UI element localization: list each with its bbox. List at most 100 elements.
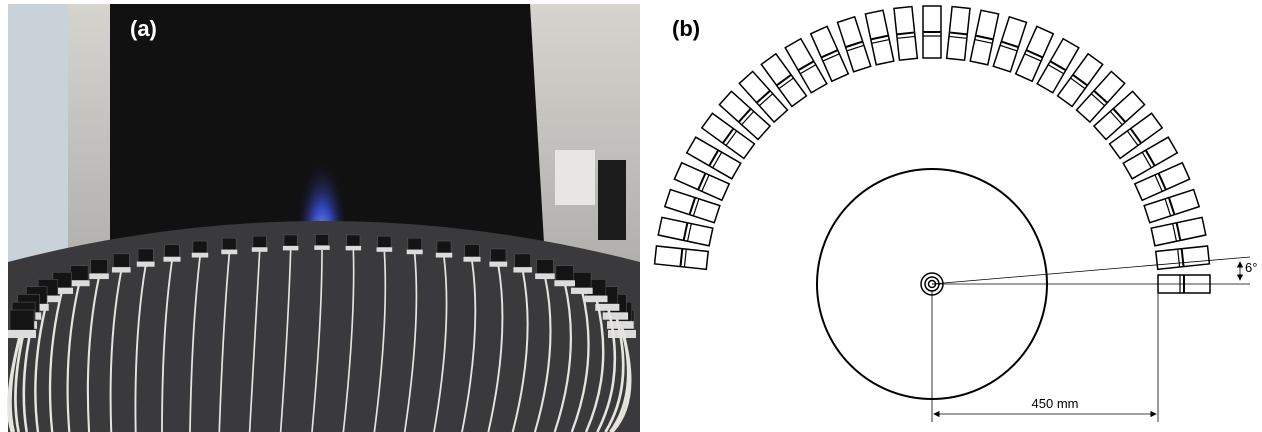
- camera-lens: [798, 61, 814, 70]
- camera-lens: [1094, 91, 1107, 103]
- rig: [8, 221, 640, 432]
- camera-lens: [1131, 129, 1142, 144]
- camera: [658, 217, 713, 245]
- camera: [1156, 246, 1210, 269]
- camera: [465, 245, 480, 257]
- mount: [407, 250, 423, 255]
- camera-lens: [713, 152, 722, 168]
- distance-label: 450 mm: [1032, 396, 1079, 411]
- camera: [408, 238, 422, 249]
- mount: [489, 262, 507, 267]
- camera-lens: [698, 173, 705, 189]
- camera: [193, 241, 207, 253]
- mount: [377, 247, 393, 251]
- camera: [923, 6, 941, 58]
- mount: [69, 280, 90, 286]
- camera: [284, 235, 297, 246]
- mount: [112, 267, 131, 272]
- camera: [138, 249, 153, 262]
- camera-lens: [1182, 249, 1184, 267]
- camera: [655, 246, 709, 269]
- camera-lens: [897, 32, 915, 34]
- camera-arc: [655, 6, 1210, 293]
- camera-lens: [1070, 78, 1085, 89]
- camera: [674, 163, 729, 201]
- camera: [491, 249, 506, 262]
- camera: [993, 17, 1026, 72]
- camera: [687, 137, 741, 179]
- camera-lens: [709, 150, 718, 166]
- mount: [89, 273, 109, 279]
- camera-lens: [871, 36, 889, 40]
- camera-lens: [949, 36, 967, 38]
- mount: [463, 257, 480, 262]
- camera: [315, 235, 328, 246]
- camera-lens: [777, 75, 792, 86]
- camera-lens: [680, 249, 682, 267]
- mount: [192, 253, 208, 258]
- camera: [1144, 190, 1199, 223]
- mount: [436, 253, 452, 258]
- camera: [811, 26, 849, 81]
- camera-lens: [1127, 131, 1138, 146]
- camera-lens: [1173, 224, 1177, 242]
- camera-lens: [1050, 61, 1066, 70]
- camera: [113, 254, 129, 267]
- camera-lens: [726, 131, 737, 146]
- camera: [1016, 26, 1054, 81]
- mount: [252, 247, 268, 251]
- camera-lens: [949, 32, 967, 34]
- mount: [603, 312, 628, 319]
- camera: [91, 259, 108, 273]
- camera-lens: [975, 40, 993, 44]
- mount: [163, 257, 180, 262]
- camera: [865, 10, 893, 65]
- camera: [165, 245, 180, 257]
- panel-label: (a): [130, 16, 157, 41]
- camera-lens: [1142, 152, 1151, 168]
- camera: [70, 266, 88, 281]
- camera: [785, 39, 827, 93]
- camera: [437, 241, 451, 253]
- diagram: [655, 6, 1250, 422]
- camera: [378, 236, 391, 247]
- spool: [598, 160, 626, 240]
- camera: [1037, 39, 1079, 93]
- camera-lens: [1178, 249, 1180, 267]
- mount: [585, 296, 608, 303]
- camera-lens: [1073, 75, 1088, 86]
- camera: [970, 10, 998, 65]
- camera-lens: [800, 65, 816, 74]
- camera-lens: [1113, 109, 1125, 122]
- camera: [556, 266, 574, 281]
- mount: [554, 280, 575, 286]
- camera: [537, 259, 554, 273]
- camera-lens: [757, 91, 770, 103]
- camera-lens: [723, 129, 734, 144]
- camera-lens: [684, 223, 688, 241]
- mount: [137, 262, 155, 267]
- camera-lens: [1146, 150, 1155, 166]
- camera: [573, 272, 592, 288]
- camera-lens: [976, 36, 994, 40]
- camera-lens: [1026, 50, 1042, 57]
- panel-label: (b): [672, 16, 700, 41]
- figure: (a) (b) 6° 450 mm: [0, 0, 1262, 432]
- camera: [1135, 163, 1190, 201]
- camera: [894, 7, 917, 61]
- camera: [347, 235, 360, 246]
- camera: [1151, 217, 1206, 245]
- camera: [222, 238, 236, 249]
- angle-line: [932, 257, 1250, 284]
- socket: [555, 150, 595, 205]
- poster: [8, 4, 68, 264]
- camera-lens: [779, 78, 794, 89]
- photo: (a): [8, 4, 640, 432]
- camera: [838, 17, 871, 72]
- camera: [515, 254, 531, 267]
- camera-lens: [821, 50, 837, 57]
- mount: [221, 250, 237, 255]
- camera: [947, 7, 970, 61]
- camera: [253, 236, 266, 247]
- camera-lens: [872, 40, 890, 44]
